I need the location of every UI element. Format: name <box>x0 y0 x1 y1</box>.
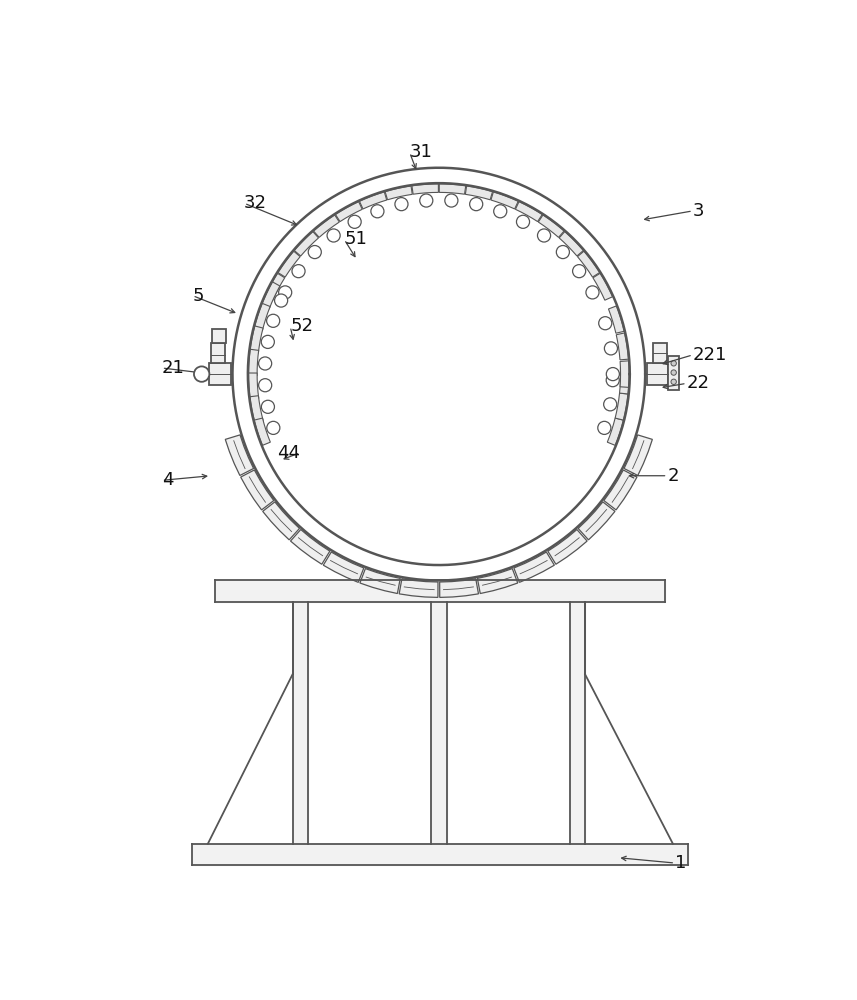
Circle shape <box>348 215 361 228</box>
Polygon shape <box>225 435 254 475</box>
Circle shape <box>604 342 618 355</box>
Polygon shape <box>653 343 667 363</box>
Polygon shape <box>250 396 263 423</box>
Polygon shape <box>249 349 259 376</box>
Polygon shape <box>255 418 270 445</box>
Polygon shape <box>291 530 330 564</box>
Text: 22: 22 <box>686 374 710 392</box>
Circle shape <box>309 246 321 259</box>
Polygon shape <box>250 326 263 353</box>
Polygon shape <box>608 306 624 333</box>
Polygon shape <box>514 552 554 582</box>
Circle shape <box>267 421 280 434</box>
Text: 1: 1 <box>675 854 686 872</box>
Circle shape <box>279 286 291 299</box>
Polygon shape <box>491 192 518 209</box>
Circle shape <box>599 317 612 330</box>
Polygon shape <box>668 356 679 389</box>
Polygon shape <box>647 363 668 385</box>
Text: 21: 21 <box>162 359 184 377</box>
Circle shape <box>606 368 620 381</box>
Circle shape <box>445 194 458 207</box>
Text: 221: 221 <box>693 346 728 364</box>
Polygon shape <box>440 184 465 194</box>
Polygon shape <box>593 273 613 300</box>
Circle shape <box>267 314 279 327</box>
Polygon shape <box>294 232 319 256</box>
Circle shape <box>494 205 506 218</box>
Polygon shape <box>620 367 629 394</box>
Polygon shape <box>578 251 600 277</box>
Polygon shape <box>515 202 542 222</box>
Circle shape <box>598 421 611 434</box>
Text: 3: 3 <box>693 202 704 220</box>
Circle shape <box>261 400 274 413</box>
Circle shape <box>371 205 384 218</box>
Circle shape <box>671 379 676 384</box>
Circle shape <box>194 366 209 382</box>
Polygon shape <box>412 184 439 194</box>
Text: 44: 44 <box>277 444 300 462</box>
Circle shape <box>259 357 272 370</box>
Circle shape <box>470 198 482 211</box>
Polygon shape <box>538 215 564 237</box>
Text: 2: 2 <box>668 467 679 485</box>
Polygon shape <box>620 361 629 387</box>
Text: 51: 51 <box>345 230 367 248</box>
Circle shape <box>572 265 585 278</box>
Polygon shape <box>360 569 400 594</box>
Circle shape <box>603 398 617 411</box>
Text: 52: 52 <box>291 317 313 335</box>
Polygon shape <box>359 192 387 209</box>
Polygon shape <box>399 579 438 597</box>
Polygon shape <box>604 470 637 510</box>
Polygon shape <box>209 363 231 385</box>
Circle shape <box>261 335 274 348</box>
Circle shape <box>327 229 340 242</box>
Polygon shape <box>323 552 364 582</box>
Circle shape <box>395 198 408 211</box>
Text: 5: 5 <box>193 287 204 305</box>
Polygon shape <box>265 273 285 300</box>
Circle shape <box>671 361 676 366</box>
Circle shape <box>671 370 676 375</box>
Circle shape <box>420 194 433 207</box>
Polygon shape <box>278 251 300 277</box>
Polygon shape <box>263 502 299 540</box>
Circle shape <box>537 229 550 242</box>
Circle shape <box>517 215 530 228</box>
Text: 4: 4 <box>162 471 173 489</box>
Polygon shape <box>616 333 628 360</box>
Polygon shape <box>440 579 478 597</box>
Polygon shape <box>548 530 587 564</box>
Text: 32: 32 <box>244 194 267 212</box>
Polygon shape <box>624 435 652 475</box>
Polygon shape <box>615 393 628 420</box>
Circle shape <box>274 294 288 307</box>
Polygon shape <box>608 418 623 445</box>
Polygon shape <box>314 215 339 237</box>
Polygon shape <box>261 282 280 309</box>
Polygon shape <box>385 186 412 200</box>
Polygon shape <box>241 470 273 510</box>
Polygon shape <box>477 569 518 594</box>
Polygon shape <box>465 186 493 200</box>
Polygon shape <box>249 373 259 399</box>
Circle shape <box>586 286 599 299</box>
Polygon shape <box>213 329 226 343</box>
Polygon shape <box>335 202 363 222</box>
Circle shape <box>259 379 272 392</box>
Circle shape <box>292 265 305 278</box>
Polygon shape <box>211 343 225 363</box>
Polygon shape <box>578 502 615 540</box>
Polygon shape <box>559 232 584 256</box>
Polygon shape <box>255 303 270 331</box>
Text: 31: 31 <box>410 143 433 161</box>
Circle shape <box>606 374 620 387</box>
Circle shape <box>556 246 569 259</box>
